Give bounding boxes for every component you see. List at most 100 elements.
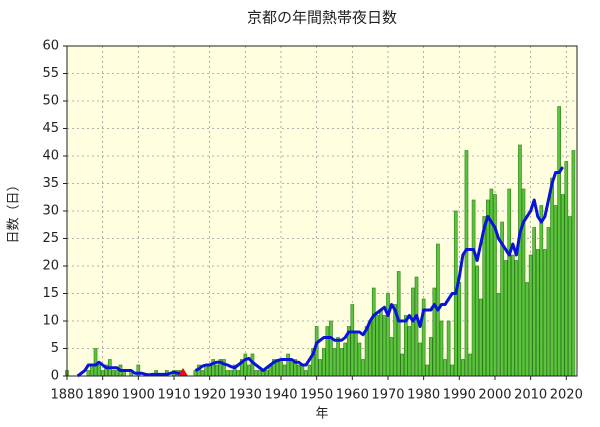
bar bbox=[418, 342, 422, 377]
bar bbox=[200, 370, 205, 377]
bar bbox=[568, 216, 572, 377]
bar bbox=[386, 293, 390, 377]
x-tick-label: 2020 bbox=[550, 388, 583, 403]
bar bbox=[560, 194, 565, 377]
x-tick-label: 1900 bbox=[122, 388, 155, 403]
bar bbox=[297, 364, 301, 377]
y-tick-label: 35 bbox=[42, 176, 59, 191]
bar bbox=[443, 359, 447, 377]
chart-title: 京都の年間熱帯夜日数 bbox=[247, 9, 397, 27]
bar bbox=[514, 260, 519, 377]
bar bbox=[282, 364, 287, 377]
bar bbox=[300, 364, 305, 377]
bar bbox=[428, 337, 433, 377]
bar bbox=[414, 276, 419, 377]
bar bbox=[354, 331, 358, 377]
bar bbox=[553, 205, 558, 377]
bar bbox=[400, 353, 405, 377]
x-tick-label: 1960 bbox=[336, 388, 369, 403]
y-tick-label: 30 bbox=[42, 204, 59, 219]
bar bbox=[343, 342, 347, 377]
bar bbox=[379, 309, 383, 377]
bar bbox=[571, 150, 576, 377]
bar bbox=[439, 320, 444, 377]
x-tick-label: 2000 bbox=[478, 388, 511, 403]
bar bbox=[368, 320, 372, 377]
x-tick-label: 1940 bbox=[264, 388, 297, 403]
bar bbox=[229, 370, 233, 377]
bar bbox=[546, 227, 551, 377]
bar bbox=[236, 370, 241, 377]
bar bbox=[471, 199, 476, 377]
bar bbox=[432, 287, 437, 377]
bar bbox=[518, 144, 522, 377]
bar bbox=[528, 254, 533, 377]
bar bbox=[286, 353, 290, 377]
bar bbox=[257, 370, 262, 377]
bar bbox=[396, 271, 401, 377]
bar bbox=[371, 287, 376, 377]
bar bbox=[382, 315, 387, 377]
bar bbox=[111, 370, 116, 377]
bar bbox=[207, 364, 212, 377]
bar bbox=[329, 320, 333, 377]
y-tick-label: 55 bbox=[42, 66, 59, 81]
marker-triangle bbox=[178, 368, 188, 376]
bar bbox=[115, 370, 119, 377]
bar bbox=[336, 337, 340, 377]
bar bbox=[493, 194, 497, 377]
bar bbox=[243, 353, 248, 377]
bar bbox=[264, 370, 269, 377]
y-axis-label: 日数（日） bbox=[7, 178, 22, 243]
bar bbox=[332, 348, 337, 377]
bar bbox=[461, 359, 465, 377]
x-tick-label: 2010 bbox=[514, 388, 547, 403]
y-tick-label: 20 bbox=[42, 259, 59, 274]
bar bbox=[318, 359, 323, 377]
bar bbox=[307, 364, 312, 377]
bar bbox=[486, 199, 490, 377]
bar bbox=[350, 304, 355, 377]
x-tick-label: 1890 bbox=[86, 388, 119, 403]
bar bbox=[478, 298, 483, 377]
bar bbox=[475, 265, 479, 377]
y-tick-label: 50 bbox=[42, 94, 59, 109]
bar bbox=[225, 370, 230, 377]
bar bbox=[321, 348, 326, 377]
x-tick-label: 1910 bbox=[157, 388, 190, 403]
bar bbox=[489, 188, 494, 377]
bar bbox=[532, 227, 537, 377]
y-tick-label: 45 bbox=[42, 121, 59, 136]
bar bbox=[482, 216, 487, 377]
bar bbox=[496, 293, 501, 377]
bar bbox=[314, 326, 319, 377]
bar bbox=[325, 326, 330, 377]
bar bbox=[507, 188, 512, 377]
bar bbox=[86, 370, 91, 377]
x-tick-label: 1980 bbox=[407, 388, 440, 403]
bar bbox=[543, 249, 547, 377]
bar bbox=[339, 348, 344, 377]
bar bbox=[100, 370, 105, 377]
bar bbox=[535, 249, 540, 377]
bar bbox=[93, 348, 98, 377]
bar bbox=[279, 359, 283, 377]
bar bbox=[425, 364, 430, 377]
x-axis-label: 年 bbox=[315, 407, 328, 422]
bar bbox=[411, 287, 415, 377]
bar bbox=[90, 364, 94, 377]
x-tick-label: 1970 bbox=[371, 388, 404, 403]
x-tick-label: 1880 bbox=[50, 388, 83, 403]
x-tick-label: 1930 bbox=[229, 388, 262, 403]
y-tick-label: 5 bbox=[51, 341, 59, 356]
y-tick-label: 0 bbox=[51, 369, 59, 384]
bar bbox=[254, 370, 258, 377]
bar bbox=[247, 364, 251, 377]
bar bbox=[468, 353, 472, 377]
bar bbox=[503, 260, 508, 377]
bar bbox=[450, 364, 454, 377]
bar bbox=[464, 150, 469, 377]
y-tick-label: 40 bbox=[42, 149, 59, 164]
y-tick-label: 15 bbox=[42, 286, 59, 301]
